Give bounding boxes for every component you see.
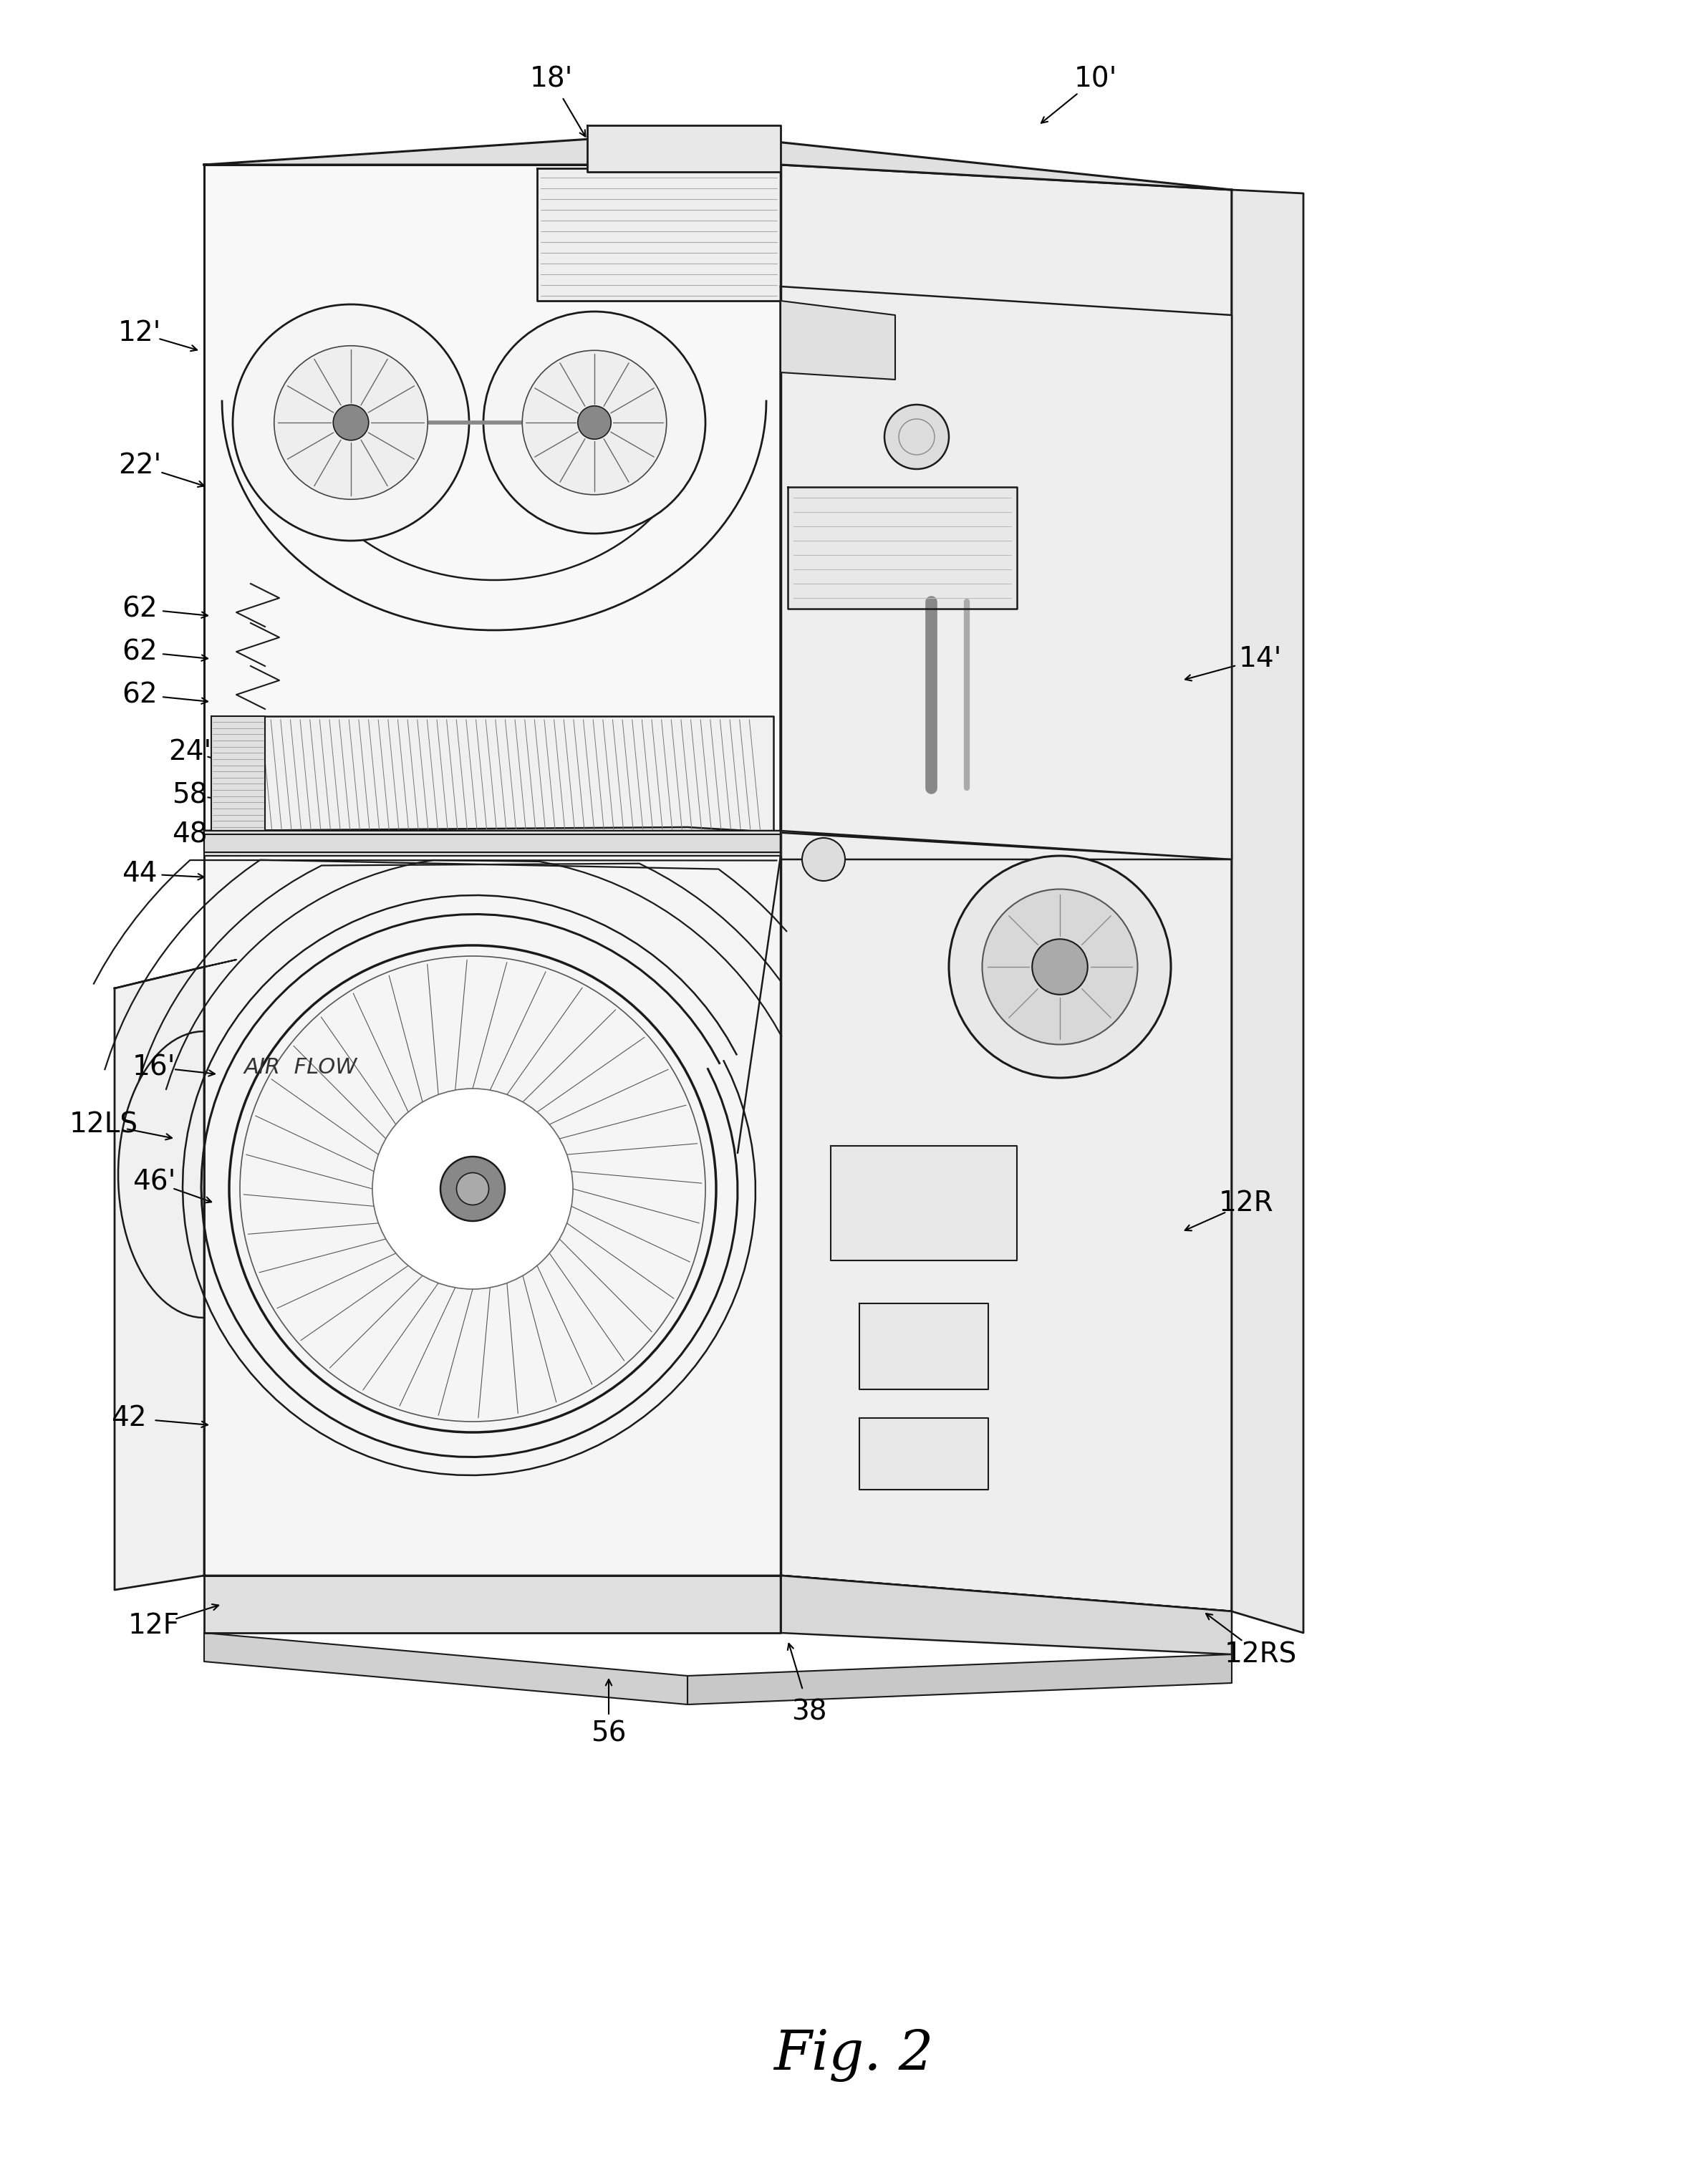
- Circle shape: [273, 346, 427, 500]
- Text: 62: 62: [121, 637, 157, 666]
- Circle shape: [577, 407, 611, 439]
- Text: 16': 16': [132, 1053, 176, 1081]
- Circle shape: [232, 305, 470, 542]
- Polygon shape: [203, 826, 1231, 859]
- Circle shape: [483, 311, 705, 533]
- Circle shape: [803, 837, 845, 881]
- Text: 12LS: 12LS: [70, 1111, 138, 1138]
- Circle shape: [982, 890, 1138, 1044]
- Polygon shape: [781, 1575, 1231, 1655]
- Text: 56: 56: [591, 1720, 627, 1747]
- Text: 14': 14': [1238, 646, 1283, 672]
- Polygon shape: [114, 959, 236, 987]
- Circle shape: [229, 946, 716, 1433]
- Polygon shape: [114, 968, 203, 1590]
- Text: AIR  FLOW: AIR FLOW: [244, 1057, 357, 1077]
- Polygon shape: [203, 165, 781, 1575]
- Circle shape: [950, 855, 1172, 1079]
- Circle shape: [885, 405, 950, 470]
- Polygon shape: [203, 831, 781, 855]
- Polygon shape: [203, 1575, 1231, 1618]
- Polygon shape: [787, 487, 1016, 609]
- Polygon shape: [688, 1655, 1231, 1705]
- Text: 24': 24': [167, 737, 212, 766]
- Polygon shape: [203, 1633, 688, 1705]
- Text: 22': 22': [118, 452, 161, 479]
- Text: 48: 48: [173, 820, 207, 848]
- Polygon shape: [781, 165, 1231, 1612]
- Text: 18': 18': [529, 65, 574, 91]
- Polygon shape: [830, 1146, 1016, 1261]
- Text: 12F: 12F: [128, 1612, 179, 1640]
- Text: 12RS: 12RS: [1225, 1640, 1296, 1668]
- Circle shape: [441, 1157, 506, 1220]
- Text: Fig. 2: Fig. 2: [774, 2029, 934, 2081]
- Polygon shape: [859, 1418, 989, 1490]
- Polygon shape: [212, 716, 265, 831]
- Polygon shape: [781, 287, 1231, 859]
- Text: 12R: 12R: [1218, 1190, 1274, 1216]
- Polygon shape: [859, 1303, 989, 1390]
- Polygon shape: [203, 855, 781, 1575]
- Circle shape: [1032, 940, 1088, 994]
- Text: 38: 38: [791, 1699, 827, 1725]
- Text: 44: 44: [121, 859, 157, 887]
- Circle shape: [523, 350, 666, 494]
- Text: 46': 46': [132, 1168, 176, 1196]
- Polygon shape: [203, 1575, 1231, 1618]
- Text: 62: 62: [121, 681, 157, 709]
- Text: 62: 62: [121, 596, 157, 622]
- Text: 42: 42: [111, 1405, 147, 1431]
- Polygon shape: [536, 167, 781, 300]
- Polygon shape: [1231, 189, 1303, 1633]
- Polygon shape: [203, 1575, 781, 1633]
- Polygon shape: [203, 835, 781, 853]
- Polygon shape: [781, 300, 895, 381]
- Text: 10': 10': [1074, 65, 1117, 91]
- Polygon shape: [212, 716, 774, 831]
- Text: 58: 58: [173, 781, 207, 809]
- Text: 12': 12': [118, 320, 161, 346]
- Circle shape: [456, 1172, 488, 1205]
- Circle shape: [333, 405, 369, 439]
- Polygon shape: [588, 126, 781, 172]
- Circle shape: [372, 1088, 572, 1290]
- Polygon shape: [203, 133, 1231, 189]
